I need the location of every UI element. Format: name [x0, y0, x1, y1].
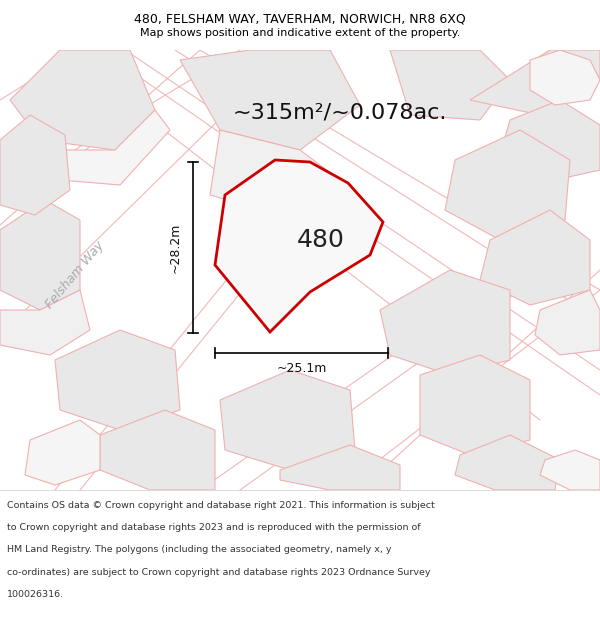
Polygon shape [10, 50, 155, 150]
Polygon shape [210, 130, 340, 215]
Polygon shape [380, 270, 510, 375]
Text: Felsham Way: Felsham Way [43, 239, 107, 311]
Polygon shape [530, 50, 600, 105]
Polygon shape [0, 200, 80, 310]
Polygon shape [25, 420, 100, 485]
Text: to Crown copyright and database rights 2023 and is reproduced with the permissio: to Crown copyright and database rights 2… [7, 523, 421, 532]
Text: 480, FELSHAM WAY, TAVERHAM, NORWICH, NR8 6XQ: 480, FELSHAM WAY, TAVERHAM, NORWICH, NR8… [134, 12, 466, 26]
Polygon shape [390, 50, 510, 120]
Text: ~25.1m: ~25.1m [277, 361, 326, 374]
Polygon shape [100, 410, 215, 490]
Polygon shape [540, 450, 600, 490]
Polygon shape [445, 130, 570, 240]
Text: Contains OS data © Crown copyright and database right 2021. This information is : Contains OS data © Crown copyright and d… [7, 501, 435, 510]
Polygon shape [0, 290, 90, 355]
Text: 100026316.: 100026316. [7, 590, 64, 599]
Text: co-ordinates) are subject to Crown copyright and database rights 2023 Ordnance S: co-ordinates) are subject to Crown copyr… [7, 568, 431, 577]
Text: 480: 480 [297, 228, 344, 251]
Polygon shape [180, 50, 360, 150]
Text: Map shows position and indicative extent of the property.: Map shows position and indicative extent… [140, 28, 460, 38]
Polygon shape [535, 290, 600, 355]
Text: HM Land Registry. The polygons (including the associated geometry, namely x, y: HM Land Registry. The polygons (includin… [7, 546, 392, 554]
Polygon shape [55, 330, 180, 430]
Polygon shape [280, 445, 400, 490]
Polygon shape [215, 160, 383, 332]
Text: ~315m²/~0.078ac.: ~315m²/~0.078ac. [233, 102, 447, 122]
Polygon shape [220, 370, 355, 470]
Polygon shape [0, 115, 70, 215]
Polygon shape [455, 435, 560, 490]
Text: ~28.2m: ~28.2m [169, 222, 182, 272]
Polygon shape [500, 100, 600, 180]
Polygon shape [480, 210, 590, 305]
Polygon shape [470, 50, 600, 115]
Polygon shape [55, 110, 170, 185]
Polygon shape [420, 355, 530, 455]
